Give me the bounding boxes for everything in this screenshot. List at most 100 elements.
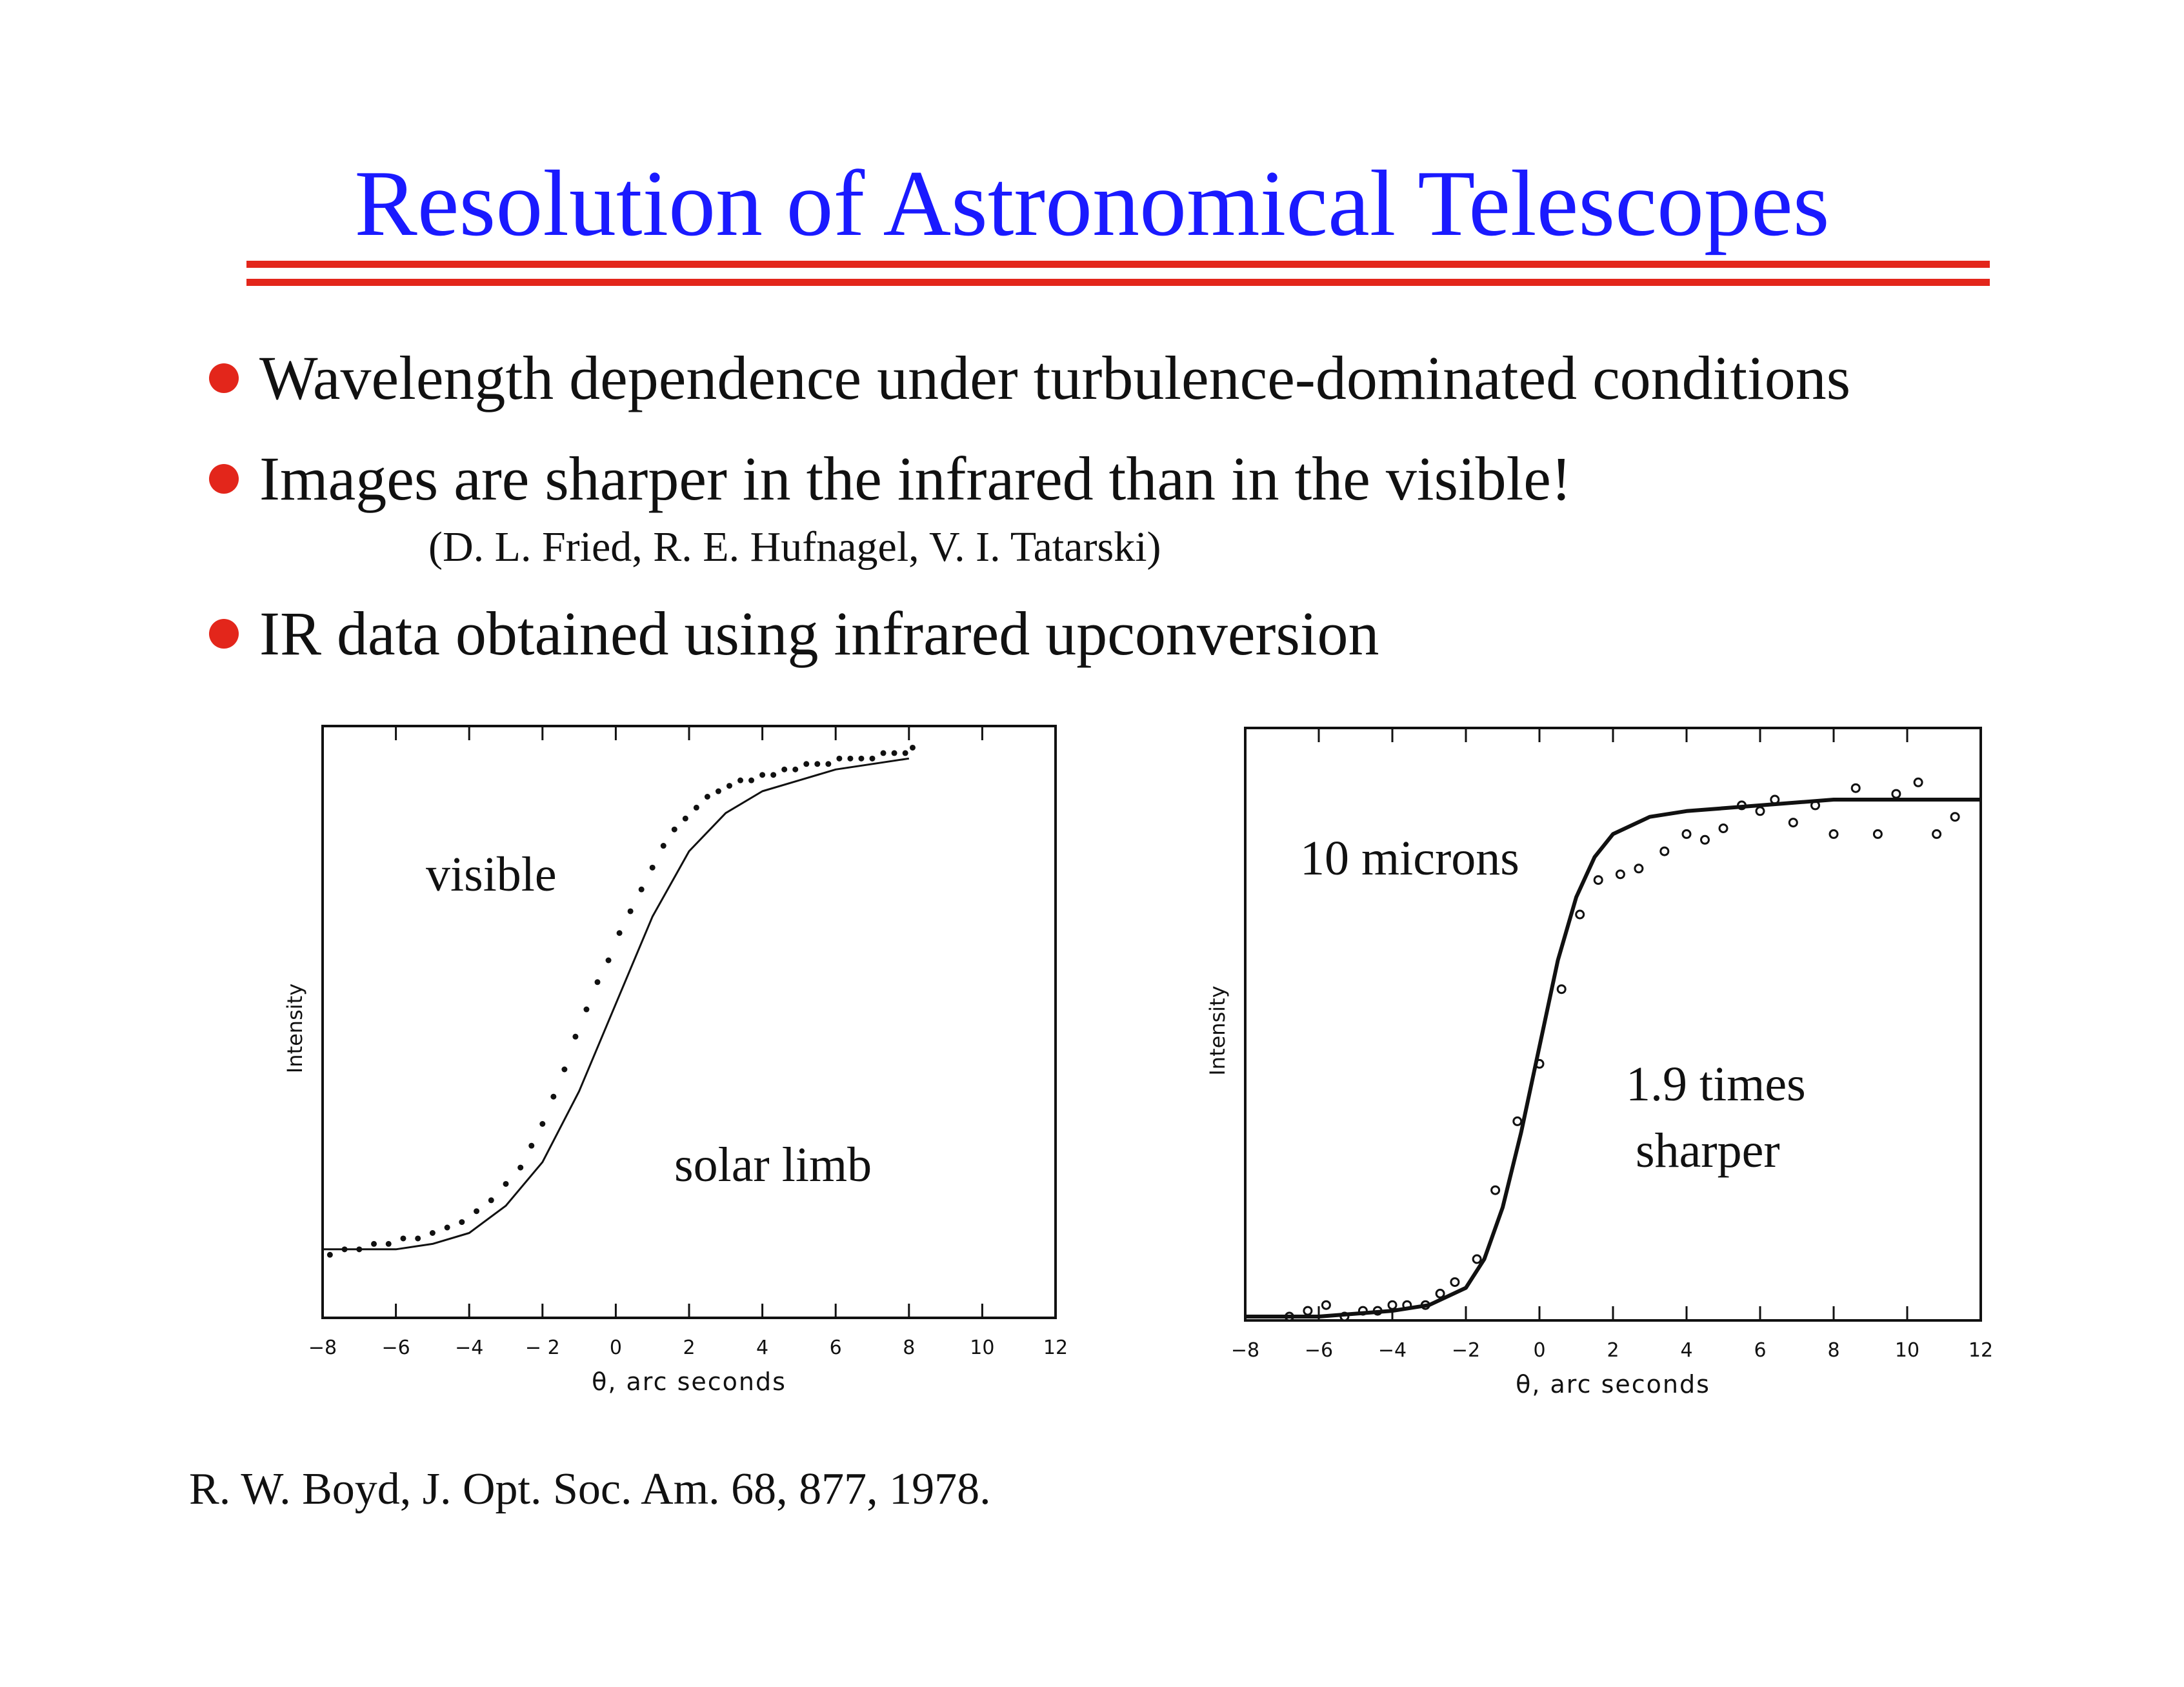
chart-1-x-tick-label: 10 xyxy=(970,1337,994,1359)
chart-1-data-point xyxy=(825,761,832,767)
chart-2-data-point xyxy=(1681,829,1692,839)
chart-2-data-point xyxy=(1512,1116,1523,1126)
chart-2-data-point xyxy=(1659,846,1670,856)
chart-1-data-point xyxy=(616,930,623,936)
chart-1-data-point xyxy=(693,804,699,811)
chart-2-data-point xyxy=(1472,1254,1482,1264)
chart-1-x-tick-label: 12 xyxy=(1043,1337,1068,1359)
chart-2-x-tick-label: −4 xyxy=(1378,1339,1407,1362)
title-rule-top xyxy=(246,261,1990,268)
chart-2-x-tick-label: 2 xyxy=(1607,1339,1619,1362)
chart-1-data-point xyxy=(737,777,744,783)
chart-1-x-tick-label: 2 xyxy=(683,1337,695,1359)
chart-2-x-tick-label: −2 xyxy=(1452,1339,1480,1362)
bullet-text: Wavelength dependence under turbulence-d… xyxy=(259,343,1851,412)
chart-1-data-point xyxy=(671,826,677,833)
chart-2-data-point xyxy=(1615,869,1625,880)
chart-1-data-point xyxy=(638,886,645,893)
chart-1-data-point xyxy=(572,1033,579,1040)
chart-1-data-point xyxy=(517,1164,524,1171)
chart-1-data-point xyxy=(605,957,612,964)
chart-1-data-point xyxy=(909,744,916,751)
chart-2-data-point xyxy=(1387,1300,1398,1310)
chart-2-data-point xyxy=(1913,777,1923,787)
chart-1-data-point xyxy=(400,1235,406,1242)
chart-1-data-point xyxy=(594,979,601,985)
chart-2-x-tick-label: −8 xyxy=(1231,1339,1259,1362)
chart-1-data-point xyxy=(583,1006,590,1013)
chart-2-data-point xyxy=(1593,875,1603,885)
chart-1-data-point xyxy=(385,1240,392,1247)
chart-2-annotation: 10 microns xyxy=(1300,831,1519,885)
chart-2-data-point xyxy=(1556,984,1567,995)
chart-2-x-tick-label: −6 xyxy=(1305,1339,1333,1362)
chart-1-x-tick-label: − 2 xyxy=(525,1337,560,1359)
chart-2-data-point xyxy=(1321,1300,1331,1310)
bullet-text: IR data obtained using infrared upconver… xyxy=(259,599,1379,668)
chart-1-data-point xyxy=(781,766,788,773)
chart-1-x-tick-label: 8 xyxy=(903,1337,915,1359)
chart-2-frame xyxy=(1244,727,1982,1322)
chart-2-y-axis-label: Intensity xyxy=(1205,985,1230,1075)
chart-1-x-tick-label: −4 xyxy=(455,1337,483,1359)
chart-2-x-tick-label: 12 xyxy=(1969,1339,1993,1362)
chart-1-data-point xyxy=(371,1240,377,1247)
chart-1-data-point xyxy=(748,777,755,783)
chart-1-data-point xyxy=(415,1235,421,1242)
chart-1-data-point xyxy=(836,755,843,762)
chart-2-data-point xyxy=(1891,789,1901,799)
chart-2-annotation: 1.9 times xyxy=(1626,1057,1806,1111)
chart-1-frame xyxy=(321,725,1057,1319)
chart-1-x-tick-label: 0 xyxy=(610,1337,622,1359)
chart-1-data-point xyxy=(488,1197,494,1204)
chart-1-data-point xyxy=(803,761,810,767)
chart-2-data-point xyxy=(1303,1306,1313,1316)
chart-2-x-tick-label: 10 xyxy=(1895,1339,1919,1362)
chart-1-data-point xyxy=(792,766,799,773)
chart-2-data-point xyxy=(1755,806,1765,816)
chart-1-data-point xyxy=(539,1121,546,1127)
attribution-text: (D. L. Fried, R. E. Hufnagel, V. I. Tata… xyxy=(428,523,1161,571)
chart-1-data-point xyxy=(627,908,634,914)
chart-2-x-tick-label: 6 xyxy=(1754,1339,1766,1362)
chart-1-data-point xyxy=(847,755,854,762)
chart-2-x-axis-label: θ, arc seconds xyxy=(1516,1370,1710,1399)
chart-1-data-point xyxy=(326,1251,333,1258)
chart-1-data-point xyxy=(561,1066,568,1073)
chart-1-data-point xyxy=(474,1208,480,1215)
bullet-text: Images are sharper in the infrared than … xyxy=(259,444,1572,513)
chart-1-data-point xyxy=(429,1230,436,1236)
chart-2-data-point xyxy=(1450,1277,1460,1288)
chart-1-data-point xyxy=(459,1219,465,1226)
chart-1-data-point xyxy=(858,755,865,762)
chart-2-fit-curve xyxy=(1245,798,1981,1318)
chart-1-x-tick-label: 4 xyxy=(756,1337,768,1359)
bullet-dot-icon xyxy=(209,464,239,494)
chart-1-x-axis-label: θ, arc seconds xyxy=(592,1368,786,1396)
chart-2-data-point xyxy=(1872,829,1883,839)
chart-2-data-point xyxy=(1788,818,1798,828)
chart-1-data-point xyxy=(770,772,777,778)
chart-2-x-tick-label: 4 xyxy=(1680,1339,1692,1362)
chart-2-x-tick-label: 0 xyxy=(1533,1339,1545,1362)
chart-2-data-point xyxy=(1828,829,1839,839)
chart-1-data-point xyxy=(528,1142,535,1149)
chart-1-data-point xyxy=(550,1093,557,1100)
chart-2-annotation: sharper xyxy=(1636,1124,1780,1178)
chart-1-data-point xyxy=(503,1180,509,1187)
chart-1-data-point xyxy=(869,755,876,762)
chart-2-x-tick-label: 8 xyxy=(1827,1339,1839,1362)
chart-1-fit-curve xyxy=(323,757,910,1251)
chart-1-data-point xyxy=(880,750,887,756)
chart-2-data-point xyxy=(1435,1288,1445,1298)
chart-1-data-point xyxy=(902,750,908,756)
chart-1-data-point xyxy=(660,843,666,849)
chart-1-data-point xyxy=(444,1224,450,1231)
chart-2-data-point xyxy=(1950,812,1960,822)
chart-2-data-point xyxy=(1490,1185,1501,1195)
bullet-dot-icon xyxy=(209,619,239,649)
chart-2-data-point xyxy=(1932,829,1942,839)
chart-1-x-tick-label: 6 xyxy=(830,1337,842,1359)
chart-1-data-point xyxy=(715,788,721,794)
chart-1-data-point xyxy=(682,815,688,822)
